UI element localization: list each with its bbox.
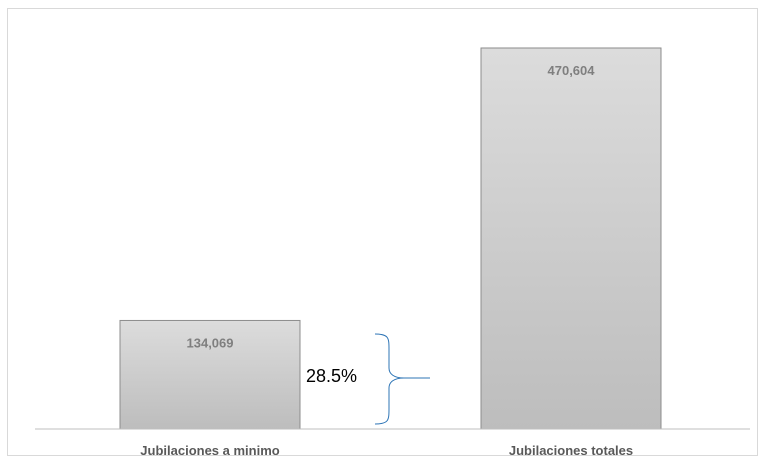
data-label-2: 470,604 (548, 63, 596, 78)
bar-2 (480, 47, 662, 430)
x-tick-label-1: Jubilaciones a minimo (140, 443, 279, 458)
x-axis-ticks: Jubilaciones a minimo Jubilaciones totale… (140, 443, 633, 458)
bar-1 (119, 319, 301, 430)
annotation-label: 28.5% (306, 366, 357, 386)
data-label-1: 134,069 (187, 335, 234, 350)
x-tick-label-2: Jubilaciones totales (509, 443, 633, 458)
bars: 134,069 470,604 (119, 47, 662, 430)
annotation-bracket (374, 333, 430, 425)
